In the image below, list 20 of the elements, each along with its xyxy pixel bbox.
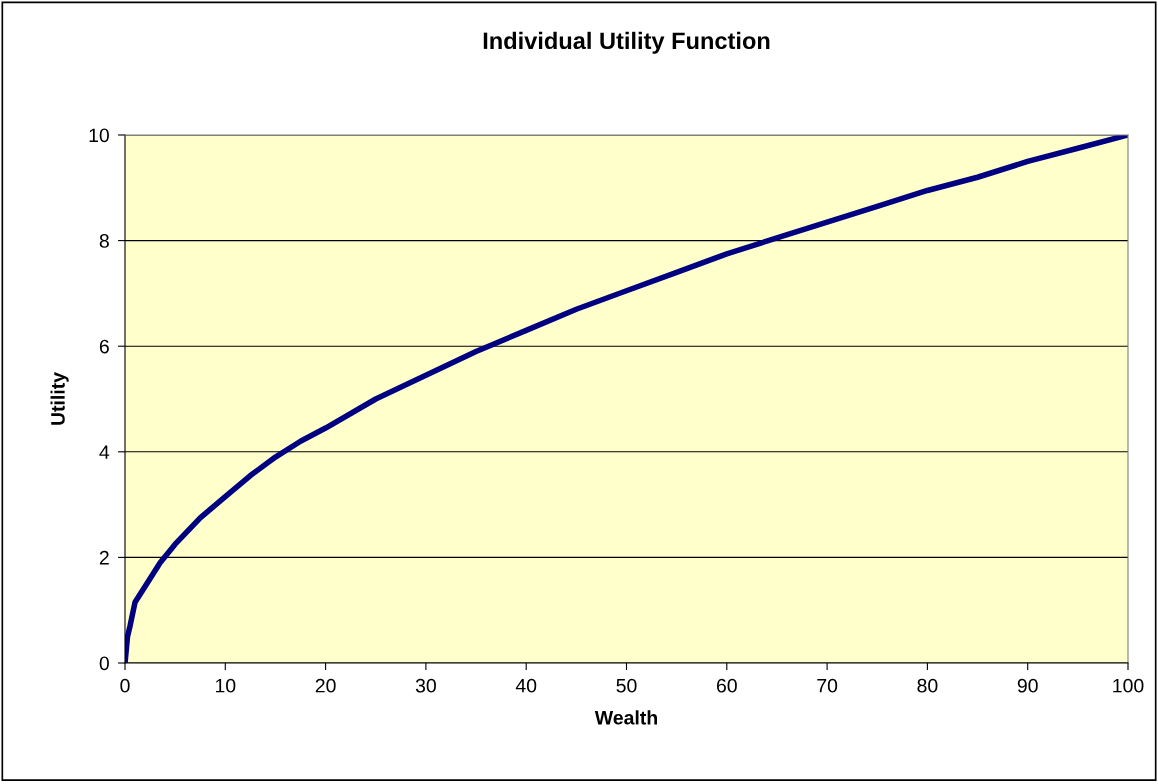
y-tick-label: 6 — [99, 339, 109, 354]
x-tick-label: 60 — [716, 678, 737, 693]
y-axis-title: Utility — [50, 372, 69, 425]
y-tick-label: 10 — [89, 128, 109, 143]
x-tick-label: 80 — [917, 678, 938, 693]
x-axis-title: Wealth — [594, 710, 657, 725]
x-tick-label: 100 — [1113, 678, 1144, 693]
y-tick-label: 4 — [99, 445, 110, 459]
x-tick-label: 70 — [817, 678, 838, 693]
x-tick-label: 20 — [315, 678, 336, 693]
x-tick-label: 30 — [415, 678, 436, 693]
y-tick-label: 8 — [99, 234, 109, 248]
x-tick-label: 40 — [515, 678, 537, 693]
y-tick-label: 0 — [99, 656, 109, 671]
x-tick-label: 90 — [1017, 678, 1038, 693]
y-tick-label: 2 — [99, 550, 109, 565]
x-tick-label: 0 — [120, 678, 130, 693]
chart-title: Individual Utility Function — [483, 31, 770, 54]
x-tick-label: 50 — [616, 678, 637, 693]
x-tick-label: 10 — [215, 678, 236, 693]
